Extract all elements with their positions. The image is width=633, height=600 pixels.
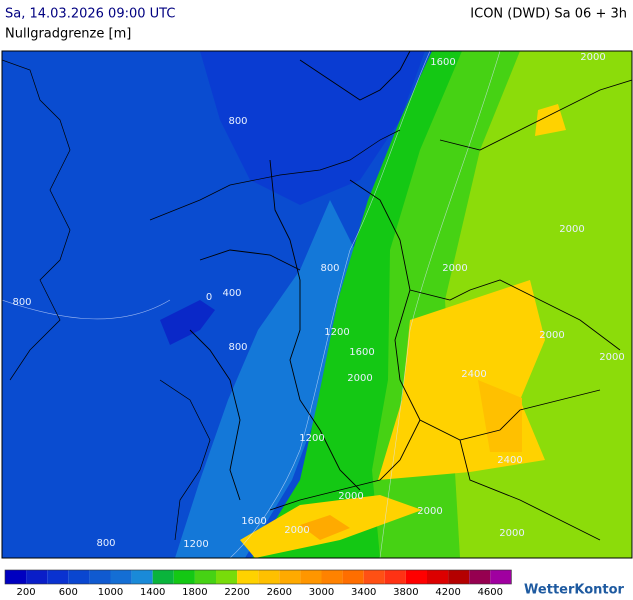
legend-swatch <box>194 570 216 584</box>
map-frame <box>1 50 633 559</box>
legend-label: 4600 <box>478 587 503 598</box>
legend-label: 2200 <box>224 587 249 598</box>
contour-labels: 1600 2000 800 2000 800 2000 400 800 0 1200 2000 800… <box>12 52 624 550</box>
legend-swatch <box>173 570 195 584</box>
legend-label: 3000 <box>309 587 334 598</box>
legend-swatch <box>384 570 406 584</box>
contour-label: 2000 <box>417 506 442 517</box>
border <box>299 51 411 101</box>
zone <box>175 200 360 558</box>
legend-label: 1400 <box>140 587 165 598</box>
legend-swatch <box>469 570 491 584</box>
map <box>2 51 632 558</box>
zone <box>200 51 425 205</box>
contour-label: 2000 <box>539 330 564 341</box>
legend-swatch <box>237 570 259 584</box>
contour-label: 2000 <box>580 52 605 63</box>
coastline <box>159 379 211 541</box>
legend-swatch <box>300 570 322 584</box>
legend-swatch <box>405 570 427 584</box>
legend-swatch <box>5 570 27 584</box>
contour-label: 1600 <box>241 516 266 527</box>
legend-swatch <box>89 570 111 584</box>
contour-label: 0 <box>206 292 212 303</box>
legend-swatch <box>363 570 385 584</box>
contour-label: 800 <box>228 116 247 127</box>
isoline <box>229 51 431 558</box>
zone <box>160 300 215 345</box>
legend-label: 200 <box>17 587 36 598</box>
legend-label: 4200 <box>435 587 460 598</box>
contour-label: 2400 <box>461 369 486 380</box>
legend-swatch <box>342 570 364 584</box>
border <box>269 419 421 511</box>
legend-swatch <box>258 570 280 584</box>
zone <box>300 515 350 540</box>
legend-frame <box>4 569 512 585</box>
legend-swatch <box>427 570 449 584</box>
contour-label: 1600 <box>430 57 455 68</box>
legend-swatch <box>321 570 343 584</box>
legend-label: 1800 <box>182 587 207 598</box>
legend-label: 600 <box>59 587 78 598</box>
contour-label: 1600 <box>349 347 374 358</box>
border <box>269 159 361 491</box>
contour-label: 800 <box>320 263 339 274</box>
isoline <box>2 299 171 320</box>
border <box>199 249 301 271</box>
legend-swatch <box>216 570 238 584</box>
contour-label: 800 <box>96 538 115 549</box>
legend-swatch <box>152 570 174 584</box>
border <box>439 79 632 151</box>
model-run: ICON (DWD) Sa 06 + 3h <box>470 7 627 22</box>
legend-label: 2600 <box>267 587 292 598</box>
legend: 200 600 1000 1400 1800 2200 2600 3000 3400 3800 42… <box>4 569 512 598</box>
contour-label: 1200 <box>324 327 349 338</box>
legend-swatch <box>47 570 69 584</box>
border <box>409 279 621 351</box>
parameter: Nullgradgrenze [m] <box>5 27 131 42</box>
contour-label: 2000 <box>559 224 584 235</box>
border <box>189 329 241 501</box>
contour-label: 400 <box>222 288 241 299</box>
legend-swatch <box>26 570 48 584</box>
coastline <box>149 129 401 221</box>
contour-label: 1200 <box>299 433 324 444</box>
contour-label: 1200 <box>183 539 208 550</box>
zone <box>535 104 566 136</box>
legend-swatch <box>110 570 132 584</box>
legend-swatch <box>131 570 153 584</box>
legend-swatch <box>448 570 470 584</box>
brand-logo: WetterKontor <box>524 583 625 598</box>
contour-label: 2000 <box>442 263 467 274</box>
legend-label: 3400 <box>351 587 376 598</box>
legend-label: 1000 <box>98 587 123 598</box>
contour-label: 2000 <box>499 528 524 539</box>
contour-label: 800 <box>12 297 31 308</box>
contour-label: 2400 <box>497 455 522 466</box>
contour-label: 2000 <box>284 525 309 536</box>
isoline <box>379 51 501 558</box>
legend-swatch <box>490 570 512 584</box>
datetime: Sa, 14.03.2026 09:00 UTC <box>5 7 175 22</box>
legend-label: 3800 <box>393 587 418 598</box>
coastline <box>2 59 71 381</box>
border <box>349 179 601 441</box>
legend-swatch <box>68 570 90 584</box>
legend-swatch <box>279 570 301 584</box>
contour-label: 2000 <box>338 491 363 502</box>
zone <box>478 380 522 452</box>
border <box>459 439 601 541</box>
contour-label: 2000 <box>347 373 372 384</box>
contour-label: 800 <box>228 342 247 353</box>
contour-label: 2000 <box>599 352 624 363</box>
